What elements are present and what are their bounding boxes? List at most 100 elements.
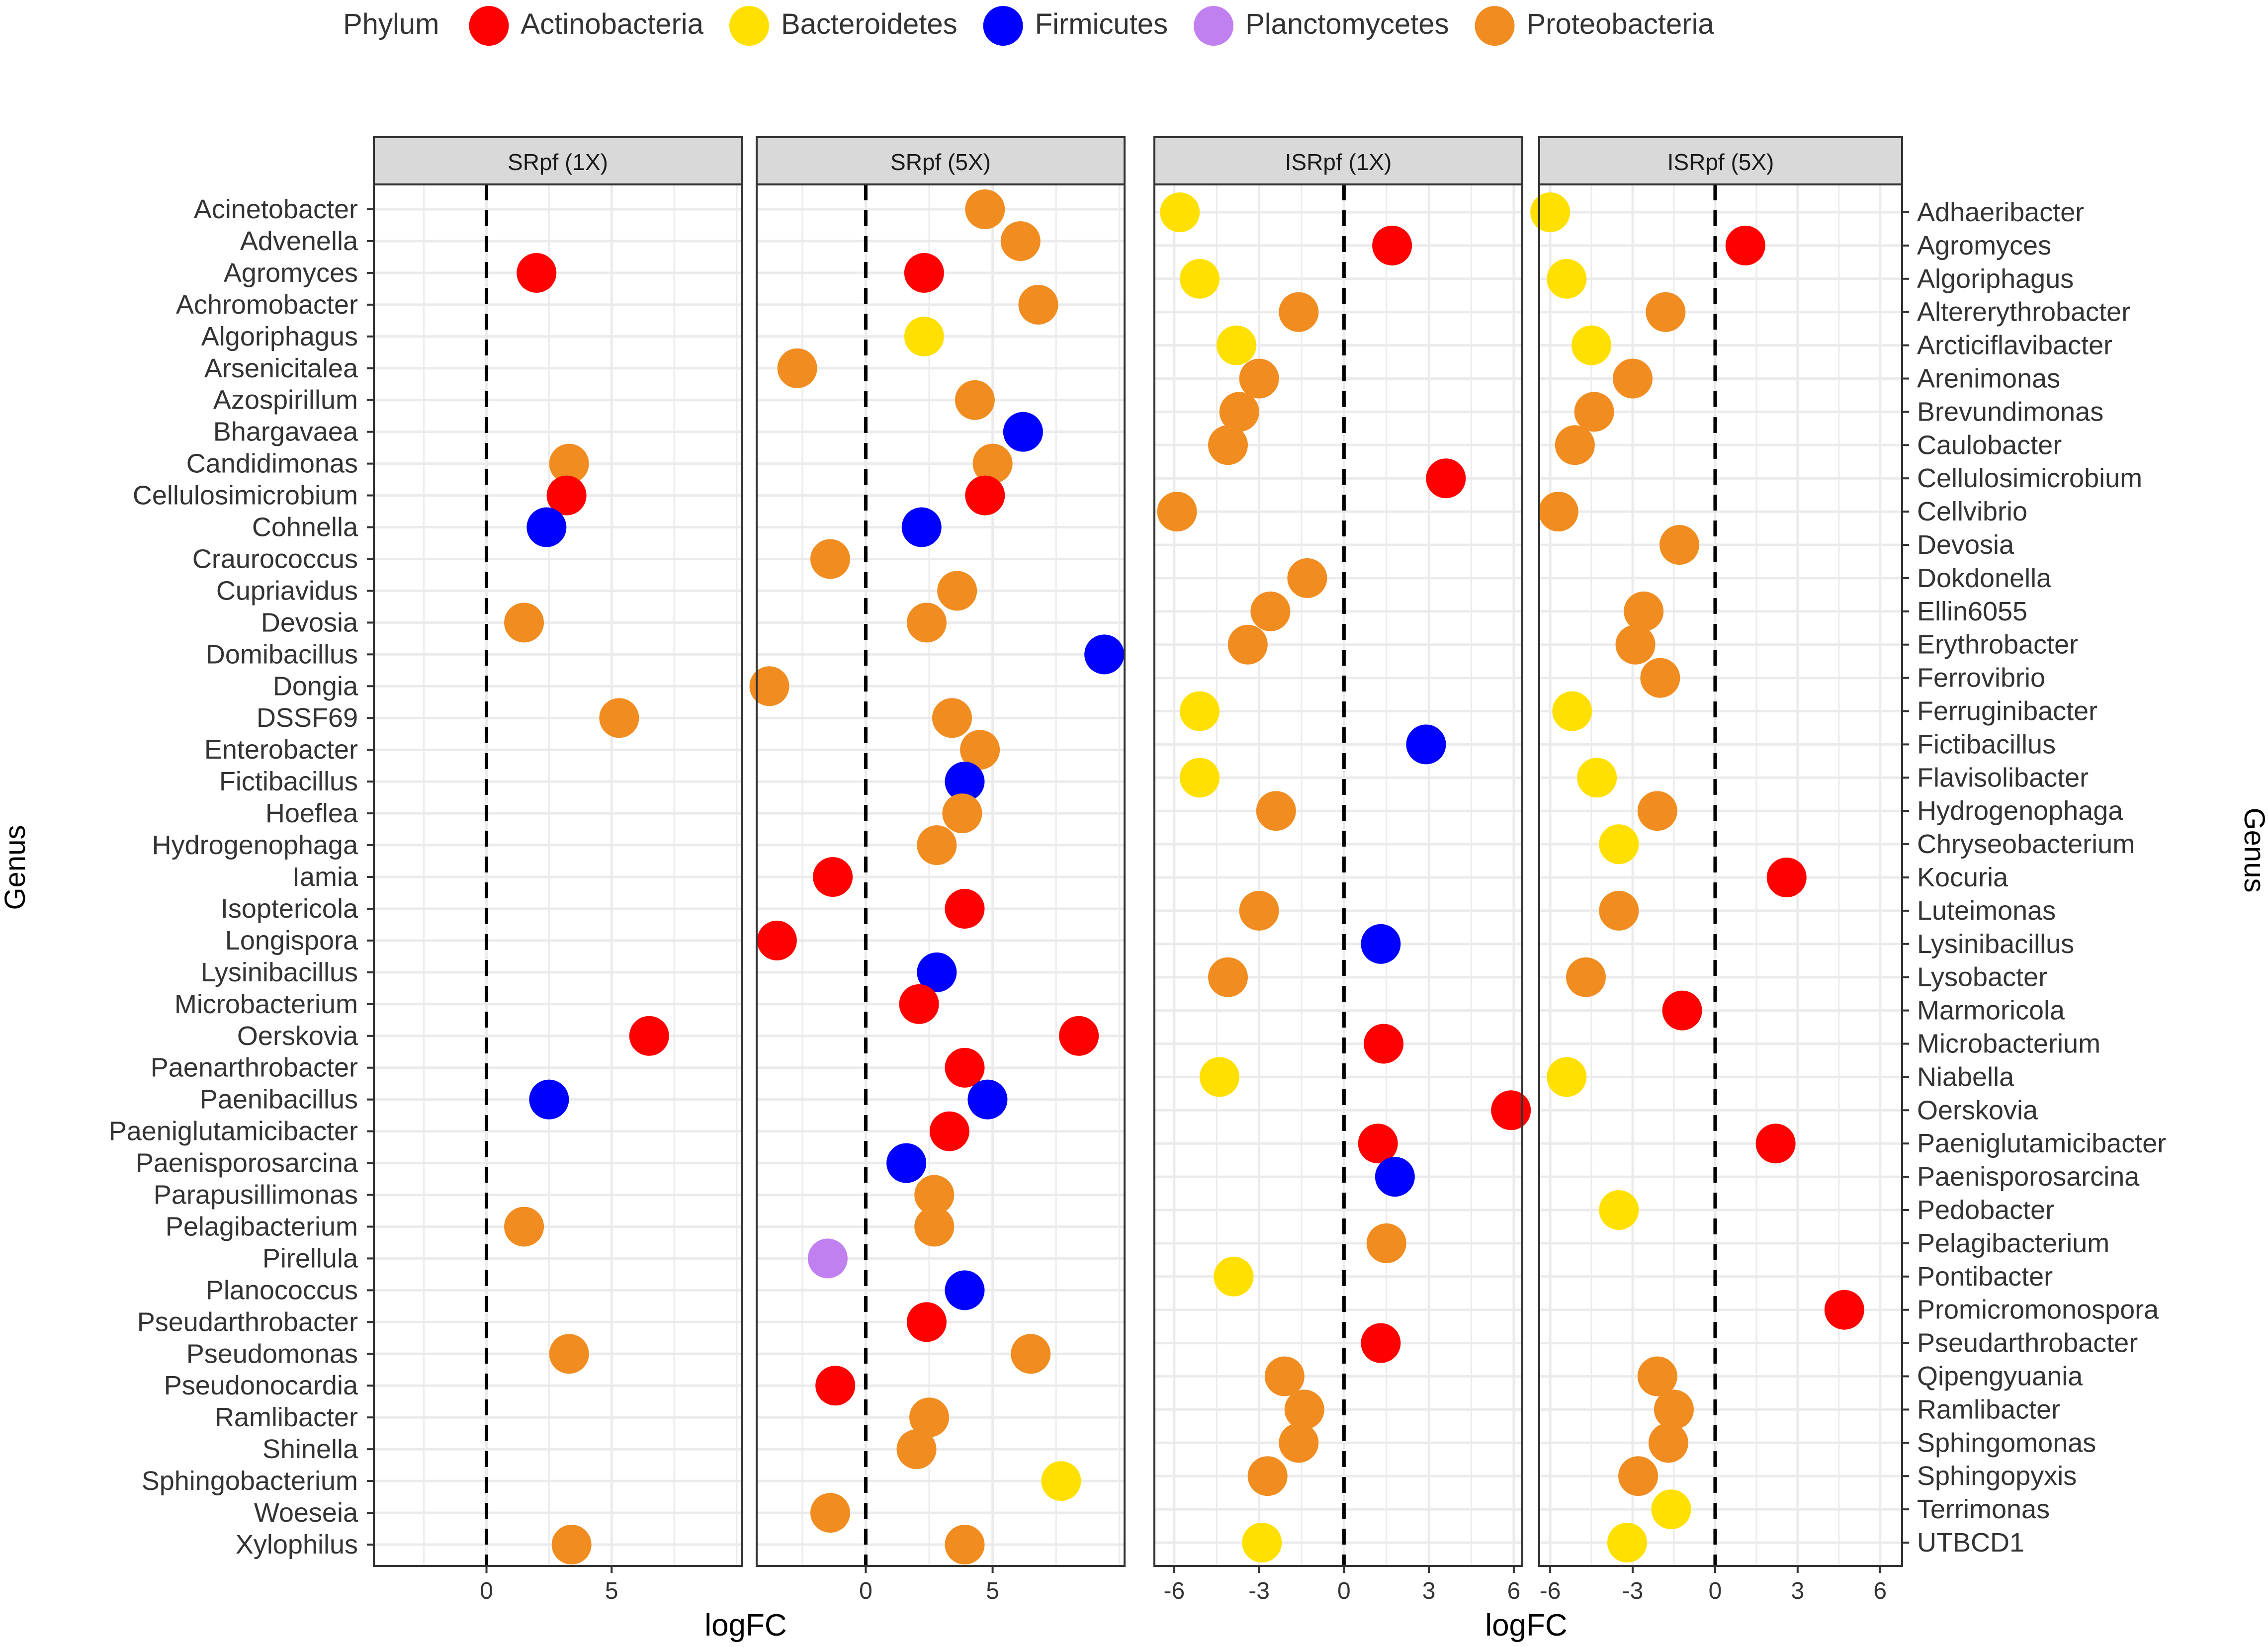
- genus-label-azospirillum: Azospirillum: [213, 385, 358, 415]
- point-ramlibacter: [1654, 1389, 1694, 1430]
- x-tick-label: -6: [1164, 1578, 1185, 1604]
- x-tick-label: -6: [1540, 1578, 1561, 1604]
- point-longispora: [757, 920, 797, 960]
- genus-label-pedobacter: Pedobacter: [1917, 1195, 2054, 1225]
- genus-label-pseudarthrobacter: Pseudarthrobacter: [1917, 1328, 2138, 1358]
- point-qipengyuania: [1264, 1356, 1305, 1396]
- point-ferrovibrio: [1640, 658, 1680, 698]
- genus-label-woeseia: Woeseia: [254, 1498, 358, 1528]
- point-ramlibacter: [1284, 1389, 1324, 1430]
- genus-label-achromobacter: Achromobacter: [176, 290, 358, 320]
- x-axis-title-right: logFC: [1485, 1608, 1567, 1643]
- point-niabella: [1199, 1057, 1239, 1097]
- left-genus-axis: AcinetobacterAdvenellaAgromycesAchromoba…: [109, 194, 374, 1560]
- genus-label-ferrovibrio: Ferrovibrio: [1917, 663, 2045, 693]
- x-tick-label: -3: [1622, 1578, 1644, 1604]
- genus-label-lysobacter: Lysobacter: [1917, 962, 2047, 992]
- phylum-legend: Phylum Actinobacteria Bacteroidetes Firmic…: [343, 6, 1714, 46]
- point-dssf69: [599, 698, 639, 738]
- genus-label-paenibacillus: Paenibacillus: [200, 1085, 358, 1115]
- point-achromobacter: [1018, 284, 1058, 325]
- point-arsenicitalea: [777, 348, 817, 388]
- point-paenisporosarcina: [1375, 1157, 1415, 1197]
- legend-key-actinobacteria: [469, 6, 509, 46]
- point-agromyces: [904, 253, 944, 293]
- genus-label-pontibacter: Pontibacter: [1917, 1262, 2053, 1292]
- y-axis-title-right: Genus: [2238, 808, 2268, 893]
- x-tick-label: 5: [605, 1578, 618, 1604]
- point-devosia: [1659, 525, 1700, 565]
- genus-label-pseudonocardia: Pseudonocardia: [164, 1371, 358, 1400]
- point-utbcd1: [1242, 1523, 1282, 1562]
- genus-label-ramlibacter: Ramlibacter: [1917, 1394, 2060, 1424]
- x-tick-label: 6: [1507, 1578, 1521, 1604]
- point-iamia: [813, 857, 853, 897]
- genus-label-dssf69: DSSF69: [257, 703, 358, 733]
- genus-label-algoriphagus: Algoriphagus: [1917, 264, 2074, 294]
- legend-key-planctomycetes: [1194, 6, 1234, 46]
- point-microbacterium: [899, 984, 939, 1024]
- genus-label-acinetobacter: Acinetobacter: [194, 194, 358, 224]
- genus-label-lysinibacillus: Lysinibacillus: [1917, 929, 2074, 959]
- genus-label-paenisporosarcina: Paenisporosarcina: [1917, 1162, 2140, 1192]
- panel-strip-label: ISRpf (5X): [1667, 149, 1774, 175]
- genus-label-oerskovia: Oerskovia: [237, 1021, 358, 1051]
- panel-plot-area: [1154, 184, 1531, 1566]
- point-dokdonella: [1287, 558, 1327, 598]
- point-algoriphagus: [1547, 259, 1587, 299]
- point-cellulosimicrobium: [965, 475, 1005, 516]
- x-axis-title-left: logFC: [704, 1608, 786, 1643]
- panel-isrpf-1x: ISRpf (1X): [1153, 136, 1531, 1567]
- point-hydrogenophaga: [1256, 791, 1296, 831]
- point-pseudomonas: [1011, 1334, 1051, 1374]
- point-enterobacter: [960, 730, 1000, 770]
- y-axis-title-left: Genus: [0, 825, 31, 910]
- point-sphingobacterium: [1041, 1461, 1081, 1501]
- panel-border: [1538, 183, 1903, 1567]
- genus-label-parapusillimonas: Parapusillimonas: [154, 1180, 358, 1210]
- point-ferruginibacter: [1180, 691, 1220, 731]
- genus-label-ellin6055: Ellin6055: [1917, 597, 2027, 626]
- genus-label-chryseobacterium: Chryseobacterium: [1917, 829, 2135, 859]
- point-utbcd1: [1607, 1523, 1647, 1562]
- point-qipengyuania: [1637, 1356, 1677, 1396]
- point-ellin6055: [1624, 591, 1664, 631]
- point-algoriphagus: [904, 316, 944, 356]
- point-arenimonas: [1239, 358, 1279, 399]
- x-tick-label: 0: [1709, 1578, 1722, 1604]
- genus-label-pseudarthrobacter: Pseudarthrobacter: [137, 1307, 358, 1337]
- genus-label-pelagibacterium: Pelagibacterium: [166, 1212, 358, 1241]
- point-hydrogenophaga: [917, 825, 957, 866]
- point-brevundimonas: [1219, 392, 1259, 432]
- genus-label-iamia: Iamia: [292, 862, 358, 892]
- point-sphingopyxis: [1618, 1456, 1658, 1496]
- point-arenimonas: [1613, 358, 1653, 399]
- genus-label-altererythrobacter: Altererythrobacter: [1917, 297, 2130, 327]
- genus-label-fictibacillus: Fictibacillus: [1917, 729, 2056, 759]
- genus-label-marmoricola: Marmoricola: [1917, 996, 2065, 1026]
- point-azospirillum: [955, 380, 995, 420]
- genus-label-shinella: Shinella: [262, 1434, 358, 1464]
- legend-key-bacteroidetes: [729, 6, 769, 46]
- point-ramlibacter: [909, 1397, 950, 1438]
- point-agromyces: [1725, 225, 1765, 265]
- point-erythrobacter: [1615, 624, 1656, 665]
- genus-label-terrimonas: Terrimonas: [1917, 1494, 2050, 1524]
- genus-label-cohnella: Cohnella: [252, 513, 358, 542]
- genus-label-dokdonella: Dokdonella: [1917, 563, 2052, 593]
- point-pseudonocardia: [815, 1366, 856, 1406]
- point-brevundimonas: [1574, 392, 1614, 432]
- genus-label-ferruginibacter: Ferruginibacter: [1917, 696, 2097, 726]
- point-pontibacter: [1214, 1256, 1254, 1297]
- point-isoptericola: [945, 888, 985, 929]
- point-parapusillimonas: [914, 1175, 955, 1215]
- genus-label-brevundimonas: Brevundimonas: [1917, 397, 2103, 427]
- genus-label-dongia: Dongia: [273, 671, 358, 701]
- x-tick-label: 0: [859, 1578, 872, 1604]
- point-domibacillus: [1084, 634, 1125, 675]
- point-pelagibacterium: [504, 1207, 544, 1247]
- point-agromyces: [1372, 225, 1412, 265]
- point-algoriphagus: [1180, 259, 1220, 299]
- x-tick-label: 0: [480, 1578, 493, 1604]
- genus-label-domibacillus: Domibacillus: [206, 639, 358, 669]
